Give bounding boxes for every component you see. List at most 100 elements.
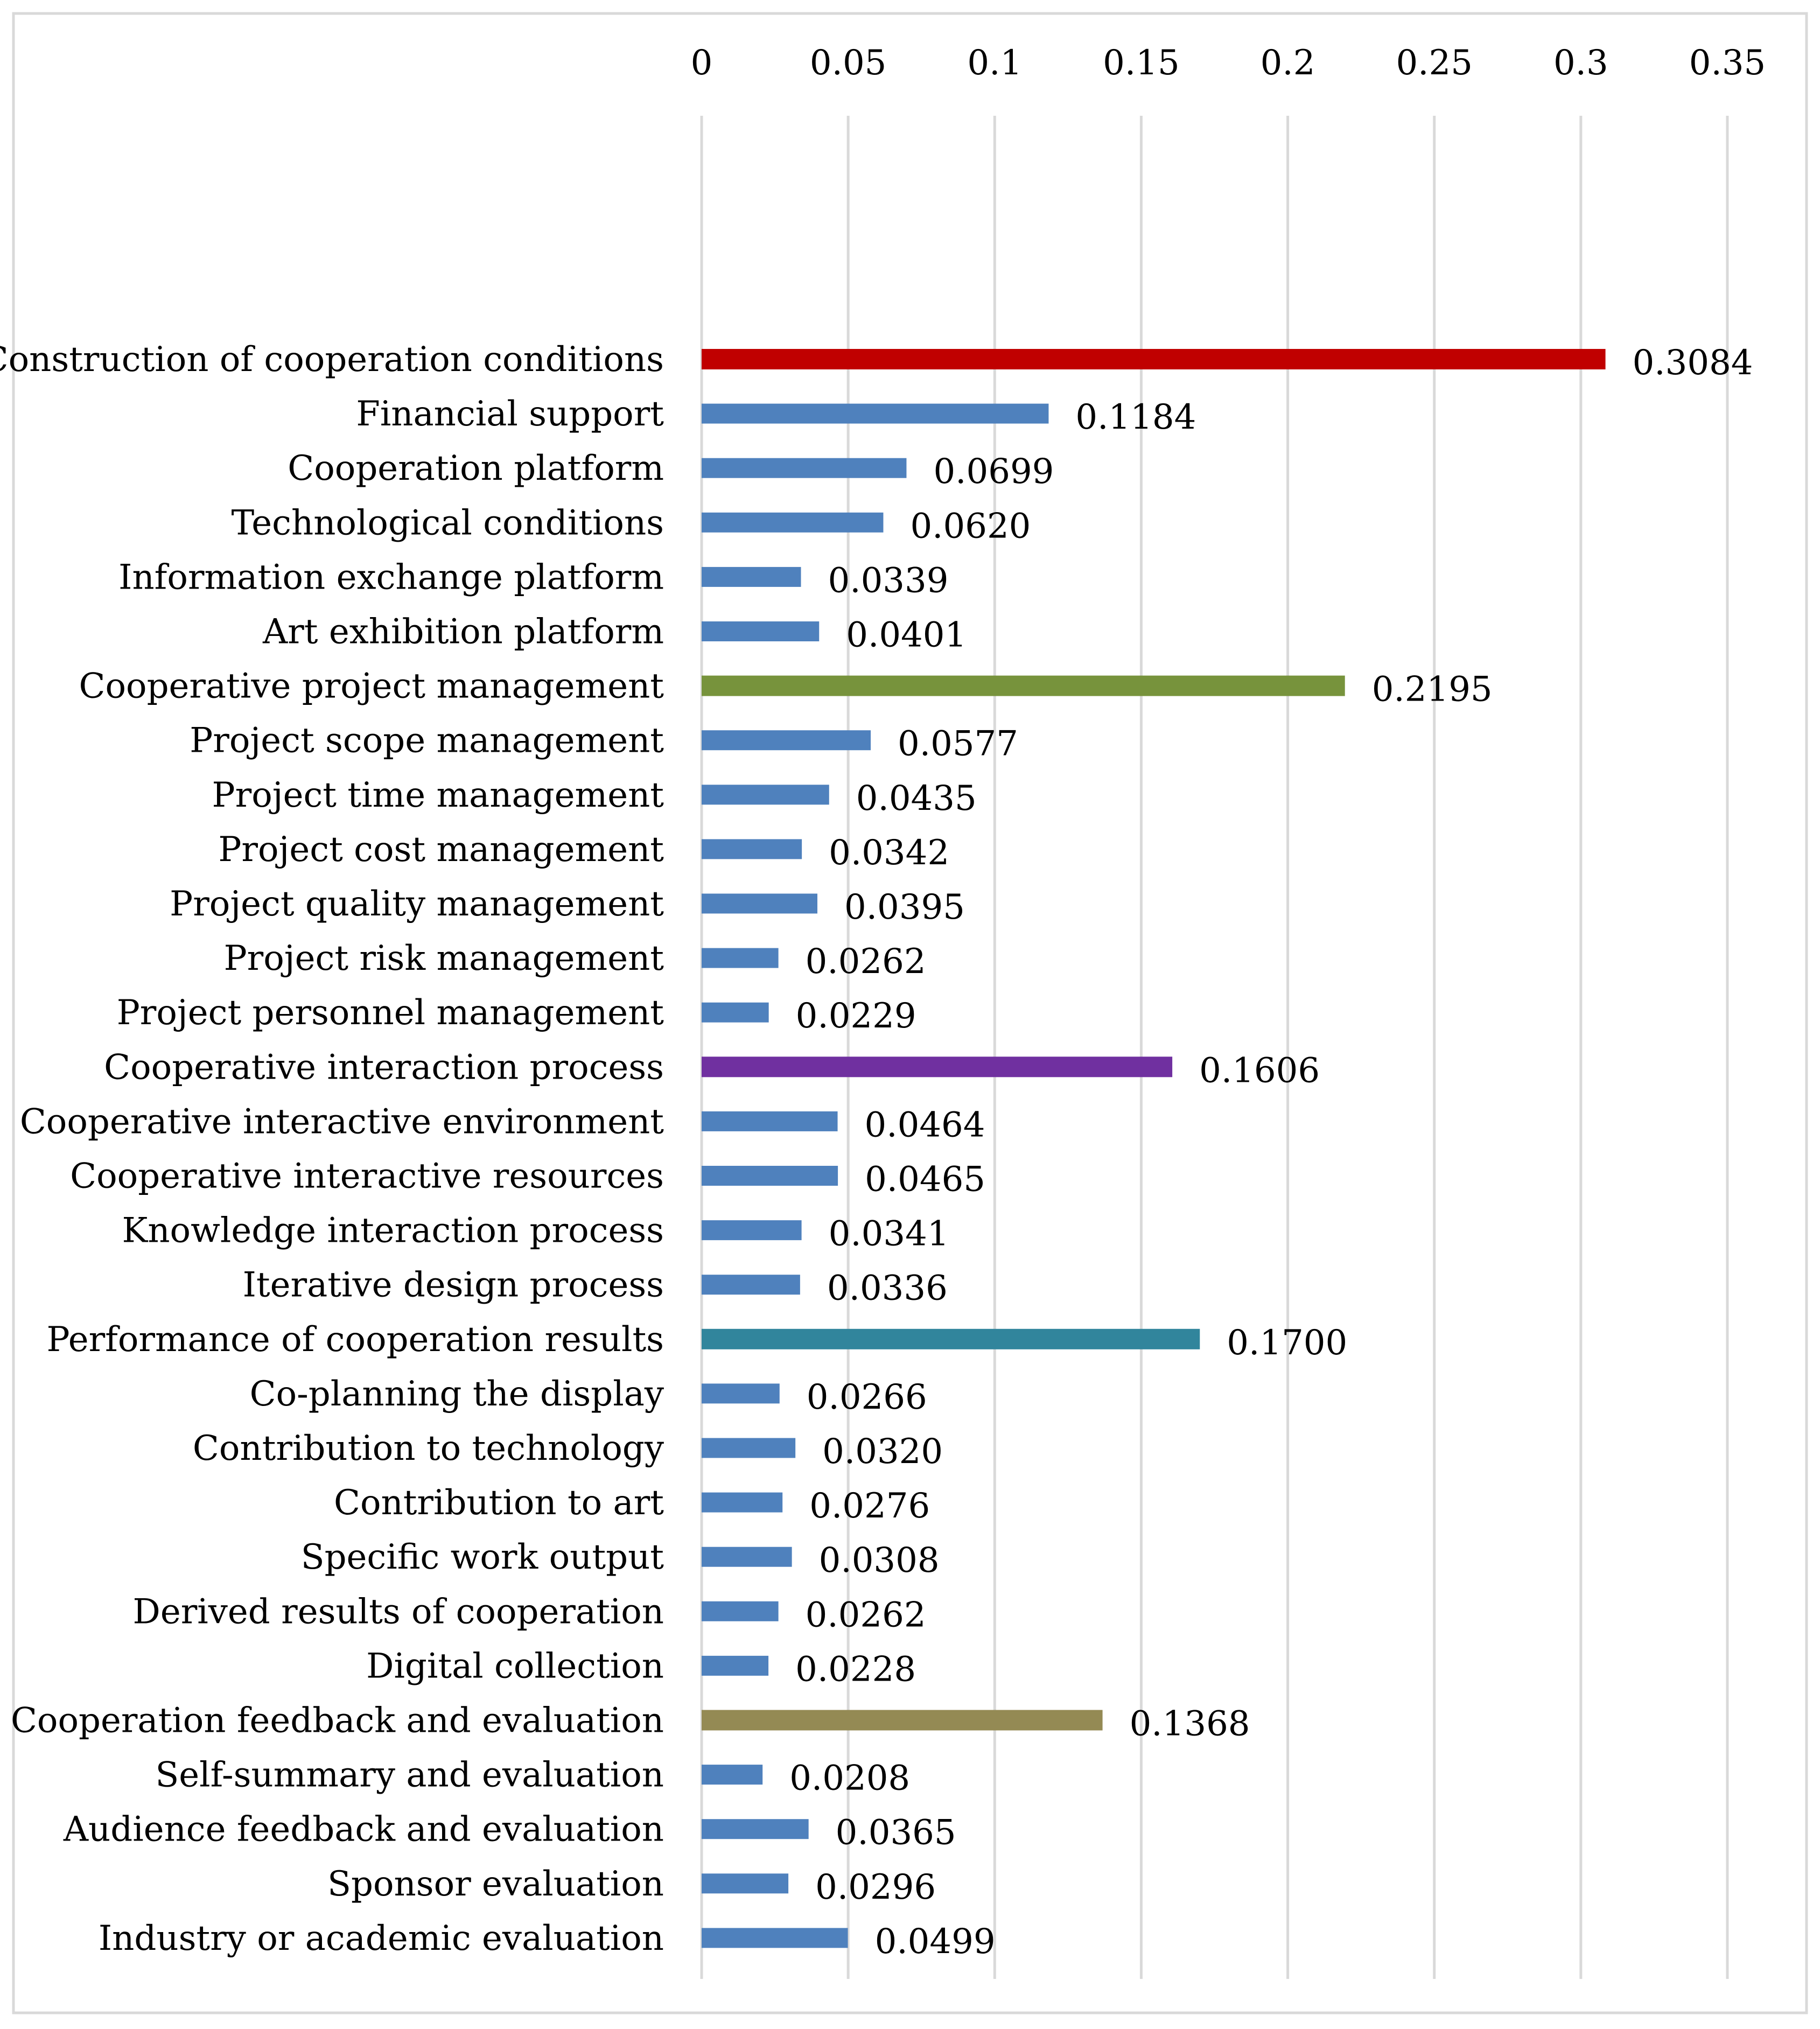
category-label: Cooperative interactive environment (20, 1102, 664, 1142)
value-label: 0.0435 (856, 779, 977, 818)
x-axis-ticks: 0 0.05 0.1 0.15 0.2 0.25 0.3 0.35 (691, 43, 1766, 83)
group-bar (702, 1710, 1103, 1731)
sub-bar (702, 1601, 779, 1621)
sub-bar (702, 1655, 769, 1676)
group-bar (702, 1057, 1173, 1078)
category-label: Project cost management (218, 830, 664, 870)
sub-bar (702, 730, 871, 751)
category-label: Cooperative project management (79, 667, 664, 706)
category-label: Contribution to technology (193, 1429, 664, 1468)
value-label: 0.0266 (807, 1377, 927, 1417)
category-label: Project personnel management (117, 993, 664, 1033)
value-label: 0.1700 (1227, 1323, 1347, 1363)
value-label: 0.0262 (806, 942, 926, 982)
sub-bar (702, 1275, 800, 1295)
sub-bar (702, 1438, 796, 1458)
value-label: 0.0401 (846, 615, 967, 655)
sub-bar (702, 1765, 763, 1785)
sub-bar (702, 1002, 769, 1023)
category-label: Contribution to art (334, 1483, 664, 1523)
category-label: Specific work output (301, 1537, 664, 1577)
category-label: Cooperation platform (288, 449, 664, 488)
x-tick-label: 0.35 (1689, 43, 1766, 83)
sub-bar (702, 1928, 848, 1948)
value-label: 0.0229 (796, 996, 916, 1036)
sub-bar (702, 566, 801, 587)
group-bar (702, 349, 1606, 369)
x-tick-label: 0.15 (1103, 43, 1180, 83)
category-label: Sponsor evaluation (327, 1864, 664, 1904)
sub-bar (702, 1383, 780, 1404)
value-label: 0.0208 (789, 1759, 910, 1799)
value-label: 0.0262 (806, 1595, 926, 1635)
category-label: Project scope management (190, 721, 664, 761)
category-label: Iterative design process (243, 1265, 664, 1305)
category-label: Technological conditions (232, 503, 664, 543)
category-label: Cooperative interactive resources (70, 1157, 664, 1197)
category-labels: Construction of cooperation conditions Fi… (0, 340, 664, 1958)
value-label: 0.0499 (875, 1922, 996, 1962)
value-label: 0.0339 (828, 561, 949, 600)
category-label: Cooperation feedback and evaluation (11, 1701, 664, 1741)
value-label: 0.0577 (898, 724, 1018, 764)
category-label: Derived results of cooperation (133, 1592, 664, 1632)
x-tick-label: 0.3 (1553, 43, 1608, 83)
category-label: Co-planning the display (250, 1374, 664, 1414)
value-label: 0.0308 (819, 1541, 940, 1580)
value-label: 0.0395 (844, 887, 965, 927)
value-label: 0.3084 (1633, 343, 1753, 383)
category-label: Information exchange platform (118, 557, 664, 597)
value-label: 0.0620 (910, 506, 1031, 546)
sub-bar (702, 621, 820, 641)
value-label: 0.1368 (1130, 1704, 1250, 1744)
category-label: Project risk management (224, 939, 664, 978)
sub-bar (702, 1492, 783, 1513)
x-tick-label: 0.05 (810, 43, 887, 83)
category-label: Knowledge interaction process (122, 1211, 664, 1251)
value-label: 0.0699 (933, 452, 1054, 492)
sub-bar (702, 1111, 838, 1131)
category-label: Digital collection (366, 1646, 664, 1686)
x-tick-label: 0.25 (1396, 43, 1473, 83)
category-label: Industry or academic evaluation (99, 1919, 664, 1958)
category-label: Project time management (212, 775, 664, 815)
value-label: 0.0341 (829, 1214, 949, 1254)
category-label: Construction of cooperation conditions (0, 340, 664, 380)
group-bar (702, 675, 1345, 696)
sub-bar (702, 1819, 809, 1839)
category-label: Performance of cooperation results (47, 1320, 664, 1360)
sub-bar (702, 785, 829, 805)
x-tick-label: 0.1 (967, 43, 1022, 83)
category-label: Financial support (356, 394, 664, 434)
value-label: 0.0228 (795, 1649, 916, 1689)
sub-bar (702, 1547, 792, 1567)
category-label: Self-summary and evaluation (155, 1755, 664, 1795)
value-label: 0.1184 (1075, 397, 1196, 437)
sub-bar (702, 1166, 838, 1186)
x-tick-label: 0.2 (1261, 43, 1315, 83)
sub-bar (702, 1220, 802, 1241)
x-tick-label: 0 (691, 43, 713, 83)
category-label: Project quality management (170, 884, 664, 924)
value-label: 0.0276 (809, 1486, 930, 1526)
sub-bar (702, 512, 884, 533)
sub-bar (702, 948, 779, 968)
category-label: Cooperative interaction process (104, 1047, 664, 1087)
value-label: 0.0296 (815, 1867, 936, 1907)
sub-bar (702, 839, 802, 859)
sub-bar (702, 1873, 789, 1894)
value-label: 0.0342 (829, 833, 949, 873)
value-label: 0.0465 (865, 1160, 985, 1200)
group-bar (702, 1328, 1200, 1349)
value-label: 0.0320 (822, 1432, 943, 1472)
chart-frame (12, 12, 1808, 2014)
value-label: 0.0464 (865, 1105, 985, 1145)
category-label: Audience feedback and evaluation (63, 1810, 664, 1850)
value-label: 0.1606 (1199, 1051, 1320, 1090)
value-label: 0.0365 (836, 1813, 956, 1853)
sub-bar (702, 893, 817, 914)
value-label: 0.0336 (827, 1269, 948, 1309)
sub-bar (702, 458, 907, 478)
